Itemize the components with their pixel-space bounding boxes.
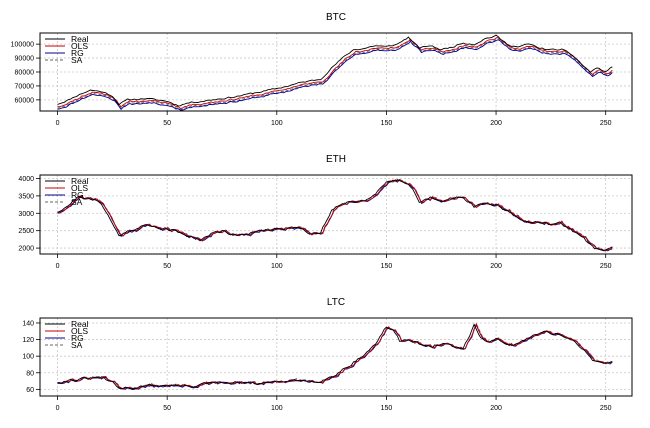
y-tick-label: 60 (26, 387, 34, 394)
legend-label-sa: SA (71, 340, 83, 350)
panel-btc: BTC 0 50 100 150 200 250 60000 70000 80000 90000 10… (11, 12, 633, 127)
series-line-rg (57, 323, 613, 390)
y-tick-label: 140 (22, 320, 34, 327)
legend-label-rg: RG (71, 333, 84, 343)
series-line-ols (57, 36, 613, 109)
y-tick-label: 80 (26, 370, 34, 377)
x-tick-label: 200 (490, 405, 502, 412)
series-line-real (57, 323, 613, 390)
plot-frame (39, 317, 633, 397)
x-tick-label: 50 (163, 263, 171, 270)
series-line-sa (57, 37, 613, 110)
x-tick-label: 100 (271, 263, 283, 270)
x-tick-label: 250 (600, 263, 612, 270)
x-tick-label: 0 (56, 120, 60, 127)
x-tick-label: 150 (381, 405, 393, 412)
x-tick-label: 200 (490, 263, 502, 270)
x-tick-label: 200 (490, 120, 502, 127)
y-tick-label: 3500 (18, 193, 34, 200)
legend-label-ols: OLS (71, 326, 88, 336)
plot-frame (39, 174, 633, 255)
legend-label-ols: OLS (71, 41, 88, 51)
x-tick-label: 250 (600, 120, 612, 127)
panel-eth: ETH 0 50 100 150 200 250 2000 2500 3000 3500 4000 Re… (18, 154, 633, 270)
y-tick-label: 2000 (18, 246, 34, 253)
chart-title: BTC (326, 12, 346, 23)
y-tick-label: 100 (22, 354, 34, 361)
legend-label-rg: RG (71, 190, 84, 200)
chart-title: LTC (327, 297, 345, 308)
legend-label-sa: SA (71, 55, 83, 65)
legend-label-real: Real (71, 319, 89, 329)
series-line-real (57, 34, 613, 107)
series-line-rg (57, 39, 613, 111)
series-line-ols (57, 179, 613, 252)
y-tick-label: 120 (22, 337, 34, 344)
x-tick-label: 150 (381, 120, 393, 127)
x-tick-label: 50 (163, 120, 171, 127)
y-tick-label: 100000 (11, 42, 34, 49)
x-tick-label: 100 (271, 405, 283, 412)
legend-label-real: Real (71, 34, 89, 44)
series-line-sa (57, 178, 613, 251)
legend-label-rg: RG (71, 48, 84, 58)
y-tick-label: 2500 (18, 228, 34, 235)
y-tick-label: 3000 (18, 211, 34, 218)
x-tick-label: 50 (163, 405, 171, 412)
legend-label-real: Real (71, 176, 89, 186)
chart-title: ETH (326, 154, 346, 165)
x-tick-label: 0 (56, 405, 60, 412)
legend-label-ols: OLS (71, 183, 88, 193)
series-line-rg (57, 179, 613, 252)
y-tick-label: 60000 (15, 97, 35, 104)
x-tick-label: 150 (381, 263, 393, 270)
y-tick-label: 4000 (18, 176, 34, 183)
x-tick-label: 100 (271, 120, 283, 127)
x-tick-label: 250 (600, 405, 612, 412)
y-tick-label: 90000 (15, 56, 35, 63)
y-tick-label: 70000 (15, 83, 35, 90)
y-tick-label: 80000 (15, 70, 35, 77)
x-tick-label: 0 (56, 263, 60, 270)
legend-label-sa: SA (71, 197, 83, 207)
series-line-real (57, 179, 613, 251)
panel-ltc: LTC 0 50 100 150 200 250 60 80 100 120 140 RealOLSRG… (22, 297, 633, 412)
